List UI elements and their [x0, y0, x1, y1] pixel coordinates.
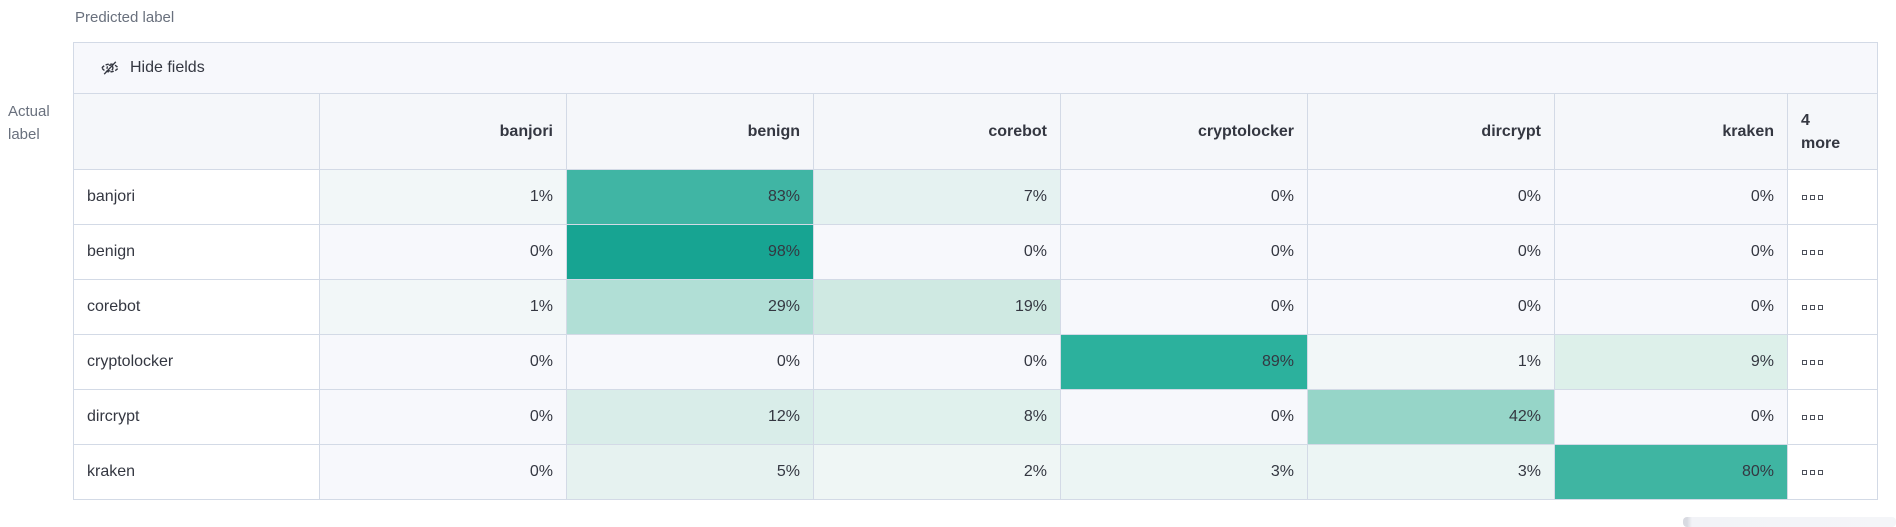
- boxes-horizontal-icon: [1802, 304, 1823, 310]
- cell-dircrypt-dircrypt[interactable]: 42%: [1307, 389, 1554, 444]
- cell-benign-kraken[interactable]: 0%: [1554, 224, 1787, 279]
- column-header-benign[interactable]: benign: [566, 94, 813, 169]
- cell-cryptolocker-benign[interactable]: 0%: [566, 334, 813, 389]
- row-label-banjori[interactable]: banjori: [74, 169, 319, 224]
- cell-cryptolocker-corebot[interactable]: 0%: [813, 334, 1060, 389]
- cell-banjori-cryptolocker[interactable]: 0%: [1060, 169, 1307, 224]
- cell-banjori-banjori[interactable]: 1%: [319, 169, 566, 224]
- cell-benign-cryptolocker[interactable]: 0%: [1060, 224, 1307, 279]
- boxes-horizontal-icon: [1802, 414, 1823, 420]
- more-values-button-banjori[interactable]: [1787, 169, 1877, 224]
- y-axis-label-line1: Actual: [8, 103, 50, 120]
- cell-dircrypt-banjori[interactable]: 0%: [319, 389, 566, 444]
- more-values-button-dircrypt[interactable]: [1787, 389, 1877, 444]
- hide-fields-label: Hide fields: [130, 59, 205, 76]
- cell-corebot-cryptolocker[interactable]: 0%: [1060, 279, 1307, 334]
- boxes-horizontal-icon: [1802, 249, 1823, 255]
- cell-kraken-benign[interactable]: 5%: [566, 444, 813, 499]
- cell-dircrypt-benign[interactable]: 12%: [566, 389, 813, 444]
- cell-banjori-corebot[interactable]: 7%: [813, 169, 1060, 224]
- cell-cryptolocker-kraken[interactable]: 9%: [1554, 334, 1787, 389]
- column-header-more[interactable]: 4 more: [1787, 94, 1877, 169]
- boxes-horizontal-icon: [1802, 359, 1823, 365]
- more-values-button-kraken[interactable]: [1787, 444, 1877, 499]
- cell-dircrypt-kraken[interactable]: 0%: [1554, 389, 1787, 444]
- cell-banjori-benign[interactable]: 83%: [566, 169, 813, 224]
- cell-cryptolocker-banjori[interactable]: 0%: [319, 334, 566, 389]
- cell-corebot-benign[interactable]: 29%: [566, 279, 813, 334]
- boxes-horizontal-icon: [1802, 469, 1823, 475]
- row-label-cryptolocker[interactable]: cryptolocker: [74, 334, 319, 389]
- column-header-kraken[interactable]: kraken: [1554, 94, 1787, 169]
- grid-toolbar: Hide fields: [74, 43, 1877, 94]
- cell-benign-corebot[interactable]: 0%: [813, 224, 1060, 279]
- cell-kraken-banjori[interactable]: 0%: [319, 444, 566, 499]
- column-header-cryptolocker[interactable]: cryptolocker: [1060, 94, 1307, 169]
- matrix-corner-cell: [74, 94, 319, 169]
- eye-closed-icon: [100, 58, 120, 78]
- column-header-dircrypt[interactable]: dircrypt: [1307, 94, 1554, 169]
- cell-kraken-cryptolocker[interactable]: 3%: [1060, 444, 1307, 499]
- x-axis-label: Predicted label: [75, 9, 175, 26]
- more-columns-count: 4: [1801, 111, 1810, 129]
- confusion-matrix-grid: banjori benign corebot cryptolocker dircrypt…: [74, 94, 1877, 499]
- cell-benign-dircrypt[interactable]: 0%: [1307, 224, 1554, 279]
- cell-dircrypt-corebot[interactable]: 8%: [813, 389, 1060, 444]
- cell-corebot-kraken[interactable]: 0%: [1554, 279, 1787, 334]
- column-header-corebot[interactable]: corebot: [813, 94, 1060, 169]
- more-values-button-corebot[interactable]: [1787, 279, 1877, 334]
- horizontal-scrollbar[interactable]: [1683, 517, 1896, 527]
- more-values-button-cryptolocker[interactable]: [1787, 334, 1877, 389]
- cell-benign-banjori[interactable]: 0%: [319, 224, 566, 279]
- cell-cryptolocker-cryptolocker[interactable]: 89%: [1060, 334, 1307, 389]
- cell-corebot-banjori[interactable]: 1%: [319, 279, 566, 334]
- y-axis-label: Actual label: [8, 100, 50, 146]
- more-columns-word: more: [1801, 134, 1841, 152]
- cell-corebot-dircrypt[interactable]: 0%: [1307, 279, 1554, 334]
- row-label-benign[interactable]: benign: [74, 224, 319, 279]
- row-label-corebot[interactable]: corebot: [74, 279, 319, 334]
- cell-banjori-dircrypt[interactable]: 0%: [1307, 169, 1554, 224]
- cell-dircrypt-cryptolocker[interactable]: 0%: [1060, 389, 1307, 444]
- y-axis-label-line2: label: [8, 126, 40, 143]
- more-values-button-benign[interactable]: [1787, 224, 1877, 279]
- cell-cryptolocker-dircrypt[interactable]: 1%: [1307, 334, 1554, 389]
- boxes-horizontal-icon: [1802, 194, 1823, 200]
- confusion-matrix-table: Hide fields banjori benign corebot cryptolo…: [73, 42, 1878, 500]
- hide-fields-button[interactable]: Hide fields: [100, 58, 205, 78]
- cell-kraken-kraken[interactable]: 80%: [1554, 444, 1787, 499]
- cell-banjori-kraken[interactable]: 0%: [1554, 169, 1787, 224]
- cell-kraken-dircrypt[interactable]: 3%: [1307, 444, 1554, 499]
- row-label-dircrypt[interactable]: dircrypt: [74, 389, 319, 444]
- column-header-banjori[interactable]: banjori: [319, 94, 566, 169]
- cell-kraken-corebot[interactable]: 2%: [813, 444, 1060, 499]
- cell-corebot-corebot[interactable]: 19%: [813, 279, 1060, 334]
- row-label-kraken[interactable]: kraken: [74, 444, 319, 499]
- cell-benign-benign[interactable]: 98%: [566, 224, 813, 279]
